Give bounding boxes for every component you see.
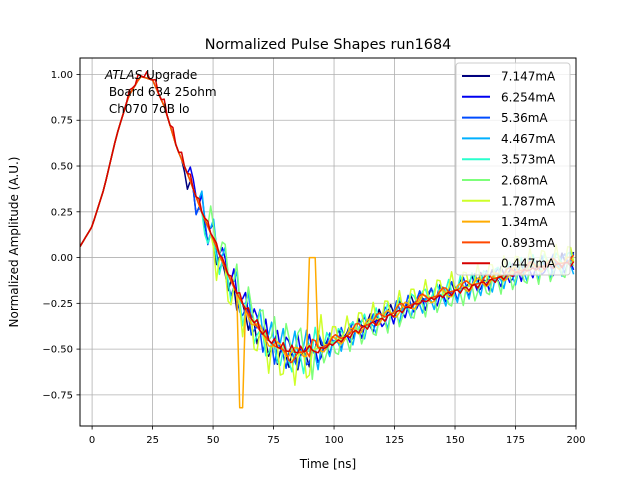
chart-title: Normalized Pulse Shapes run1684 <box>205 37 452 53</box>
y-tick-label: −0.50 <box>42 345 73 356</box>
x-tick-label: 25 <box>146 435 159 446</box>
x-tick-label: 125 <box>385 435 404 446</box>
legend-label: 1.34mA <box>501 215 548 229</box>
x-tick-label: 50 <box>207 435 220 446</box>
plot-frame <box>79 57 577 427</box>
x-tick-label: 75 <box>267 435 280 446</box>
legend-label: 4.467mA <box>501 132 556 146</box>
annotation-atlas: ATLAS <box>104 68 143 82</box>
legend: 7.147mA 6.254mA 5.36mA 4.467mA 3.573mA 2.68mA… <box>455 62 571 276</box>
legend-label: 7.147mA <box>501 70 556 84</box>
legend-label: 2.68mA <box>501 174 548 188</box>
annotation-upgrade: Upgrade <box>142 68 197 82</box>
y-tick-label: 1.00 <box>51 70 73 81</box>
annotation-board: Board 634 25ohm <box>105 85 217 99</box>
legend-label: 3.573mA <box>501 153 556 167</box>
legend-label: 1.787mA <box>501 194 556 208</box>
x-tick-label: 200 <box>566 435 585 446</box>
legend-label: 0.447mA <box>501 257 556 271</box>
series-lines <box>80 71 575 409</box>
x-tick-label: 0 <box>89 435 95 446</box>
annotation-channel: Ch070 7dB lo <box>105 102 190 116</box>
y-tick-label: 0.50 <box>51 162 73 173</box>
x-tick-label: 175 <box>506 435 525 446</box>
svg-text:ATLAS Upgrade: ATLAS Upgrade <box>104 68 197 82</box>
series-line-0.893mA <box>80 75 575 364</box>
y-axis-ticks: 1.00 0.75 0.50 0.25 0.00 −0.25 −0.50 −0.75 <box>42 70 80 401</box>
legend-label: 5.36mA <box>501 111 548 125</box>
x-tick-label: 100 <box>325 435 344 446</box>
legend-label: 0.893mA <box>501 236 556 250</box>
y-axis-label: Normalized Amplitude (A.U.) <box>7 157 21 328</box>
y-tick-label: −0.75 <box>42 390 73 401</box>
x-axis-label: Time [ns] <box>299 457 356 471</box>
y-tick-label: 0.75 <box>51 116 73 127</box>
legend-label: 6.254mA <box>501 90 556 104</box>
y-tick-label: 0.25 <box>51 207 73 218</box>
y-tick-label: 0.00 <box>51 253 73 264</box>
annotation-text: ATLAS Upgrade Board 634 25ohm Ch070 7dB … <box>104 68 217 116</box>
y-tick-label: −0.25 <box>42 299 73 310</box>
x-tick-label: 150 <box>445 435 464 446</box>
series-line-0.447mA <box>80 71 575 354</box>
x-axis-ticks: 0 25 50 75 100 125 150 175 200 <box>89 426 586 446</box>
